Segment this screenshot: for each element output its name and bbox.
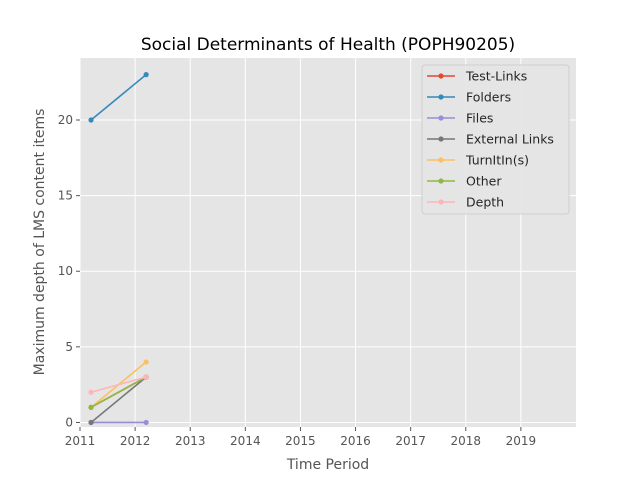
y-tick-label: 15 [58,189,73,203]
legend-label: TurnItIn(s) [465,153,529,168]
grid-lines [79,58,576,427]
y-tick-label: 5 [65,340,73,354]
series-folders [88,72,149,123]
data-point-external-links [88,419,94,426]
x-tick-label: 2011 [65,434,96,448]
y-axis-ticks: 0 5 10 15 20 [58,113,80,429]
legend-item-folders: Folders [427,90,511,105]
series-line-external-links [90,376,147,424]
x-tick-label: 2016 [340,434,371,448]
series-lines [88,72,149,426]
legend-item-depth: Depth [427,195,504,210]
y-tick-label: 20 [58,113,73,127]
x-tick-label: 2015 [285,434,316,448]
series-line-other [90,376,147,409]
legend-label: Depth [466,195,504,210]
legend-marker [438,73,444,79]
x-tick-label: 2018 [451,434,482,448]
data-point-other [88,404,94,410]
legend-label: Other [466,174,502,189]
legend-label: Folders [466,90,511,105]
data-point-folders [88,117,94,123]
legend-label: Test-Links [465,69,527,84]
legend-item-other: Other [427,174,502,189]
data-point-turnitin-s [143,359,149,365]
legend-item-turnitin-s: TurnItIn(s) [427,153,529,168]
y-axis-label: Maximum depth of LMS content items [32,109,48,376]
legend: Test-Links Folders Files External Links Turn… [421,64,570,215]
legend-label: External Links [466,132,554,147]
y-tick-label: 10 [58,264,73,278]
x-tick-label: 2017 [395,434,426,448]
legend-box [421,64,570,215]
legend-marker [438,178,444,184]
x-tick-label: 2019 [506,434,537,448]
legend-marker [438,115,444,121]
x-tick-label: 2012 [120,434,151,448]
legend-item-files: Files [427,111,493,126]
legend-marker [438,157,444,163]
series-line-folders [90,74,147,121]
series-depth [88,374,149,395]
legend-marker [438,199,444,205]
x-axis-ticks: 2011 2012 2013 2014 2015 2016 2017 2018 2019 [65,427,536,448]
x-tick-label: 2013 [175,434,206,448]
data-point-files [143,419,149,426]
legend-marker [438,136,444,142]
legend-marker [438,94,444,100]
x-axis-label: Time Period [286,457,369,473]
series-line-depth [90,376,147,393]
y-tick-label: 0 [65,415,73,429]
data-point-folders [143,72,149,78]
data-point-depth [143,374,149,380]
chart-title: Social Determinants of Health (POPH90205… [141,35,515,55]
data-point-depth [88,389,94,395]
legend-item-test-links: Test-Links [427,69,527,84]
legend-label: Files [466,111,493,126]
legend-item-external-links: External Links [427,132,554,147]
x-tick-label: 2014 [230,434,261,448]
